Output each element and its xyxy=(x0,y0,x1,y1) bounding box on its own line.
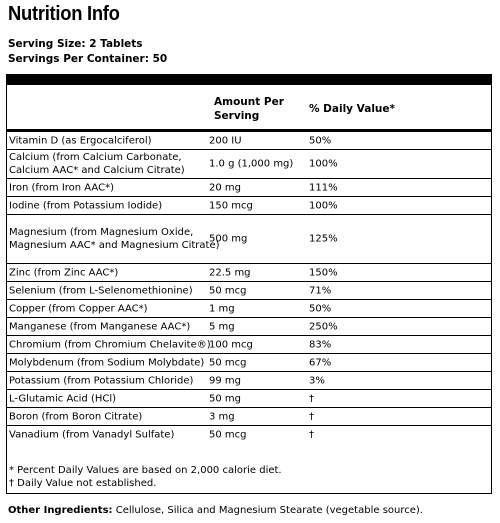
header-amount-per-serving: Amount Per Serving xyxy=(214,96,284,122)
page-title: Nutrition Info xyxy=(8,3,120,25)
footnote-percent-dv: * Percent Daily Values are based on 2,00… xyxy=(9,465,282,476)
nutrient-name: Iron (from Iron AAC*) xyxy=(9,182,114,193)
nutrient-daily-value: 111% xyxy=(309,182,338,193)
nutrient-daily-value: 125% xyxy=(309,233,338,245)
nutrient-amount: 99 mg xyxy=(209,375,241,386)
nutrient-daily-value: 50% xyxy=(309,135,332,146)
nutrient-name: Chromium (from Chromium Chelavite®) xyxy=(9,339,211,350)
nutrient-name: Molybdenum (from Sodium Molybdate) xyxy=(9,357,205,368)
nutrient-daily-value: † xyxy=(309,429,314,440)
nutrient-daily-value: 100% xyxy=(309,200,338,211)
nutrient-amount: 100 mcg xyxy=(209,339,253,350)
nutrient-daily-value: 71% xyxy=(309,285,332,296)
table-row: Potassium (from Potassium Chloride) 99 mg… xyxy=(7,372,491,390)
header-daily-value: % Daily Value* xyxy=(309,103,395,115)
nutrient-amount: 3 mg xyxy=(209,411,235,422)
serving-size: Serving Size: 2 Tablets xyxy=(8,38,143,50)
nutrient-name: Potassium (from Potassium Chloride) xyxy=(9,375,194,386)
table-row: Magnesium (from Magnesium Oxide, Magnesi… xyxy=(7,215,491,264)
nutrient-name: Calcium (from Calcium Carbonate, Calcium… xyxy=(9,152,185,176)
table-row: Boron (from Boron Citrate) 3 mg † xyxy=(7,408,491,426)
nutrient-amount: 500 mg xyxy=(209,233,248,245)
nutrient-amount: 1 mg xyxy=(209,303,235,314)
nutrient-amount: 50 mcg xyxy=(209,357,247,368)
other-ingredients: Other Ingredients: Cellulose, Silica and… xyxy=(8,505,423,516)
nutrient-name: Magnesium (from Magnesium Oxide, Magnesi… xyxy=(9,227,220,251)
nutrient-amount: 1.0 g (1,000 mg) xyxy=(209,158,294,170)
nutrient-name: Zinc (from Zinc AAC*) xyxy=(9,267,119,278)
header-rule xyxy=(7,129,491,132)
table-row: Vanadium (from Vanadyl Sulfate) 50 mcg † xyxy=(7,426,491,443)
nutrient-daily-value: 50% xyxy=(309,303,332,314)
nutrient-daily-value: 150% xyxy=(309,267,338,278)
nutrient-name: Vanadium (from Vanadyl Sulfate) xyxy=(9,429,175,440)
nutrient-amount: 200 IU xyxy=(209,135,242,146)
nutrient-amount: 5 mg xyxy=(209,321,235,332)
nutrient-name: Boron (from Boron Citrate) xyxy=(9,411,143,422)
footnotes: * Percent Daily Values are based on 2,00… xyxy=(9,464,282,490)
nutrient-amount: 50 mcg xyxy=(209,285,247,296)
other-ingredients-label: Other Ingredients: xyxy=(8,505,113,516)
nutrient-amount: 150 mcg xyxy=(209,200,253,211)
nutrient-name: Vitamin D (as Ergocalciferol) xyxy=(9,135,152,146)
nutrient-amount: 50 mg xyxy=(209,393,241,404)
nutrient-amount: 20 mg xyxy=(209,182,241,193)
table-row: Iron (from Iron AAC*) 20 mg 111% xyxy=(7,179,491,197)
nutrient-daily-value: 83% xyxy=(309,339,332,350)
table-row: Zinc (from Zinc AAC*) 22.5 mg 150% xyxy=(7,264,491,282)
nutrient-amount: 50 mcg xyxy=(209,429,247,440)
table-row: Manganese (from Manganese AAC*) 5 mg 250% xyxy=(7,318,491,336)
servings-per-container: Servings Per Container: 50 xyxy=(8,53,168,65)
nutrient-daily-value: 67% xyxy=(309,357,332,368)
nutrient-daily-value: † xyxy=(309,393,314,404)
nutrient-daily-value: 3% xyxy=(309,375,325,386)
table-row: Vitamin D (as Ergocalciferol) 200 IU 50% xyxy=(7,132,491,150)
nutrient-daily-value: † xyxy=(309,411,314,422)
nutrient-name: Selenium (from L-Selenomethionine) xyxy=(9,285,193,296)
nutrient-name: Copper (from Copper AAC*) xyxy=(9,303,148,314)
table-row: Selenium (from L-Selenomethionine) 50 mcg… xyxy=(7,282,491,300)
nutrition-table: Amount Per Serving % Daily Value* Vitami… xyxy=(6,74,492,494)
other-ingredients-text: Cellulose, Silica and Magnesium Stearate… xyxy=(112,505,423,516)
nutrient-name: Iodine (from Potassium Iodide) xyxy=(9,200,163,211)
nutrient-rows: Vitamin D (as Ergocalciferol) 200 IU 50% Ca… xyxy=(7,132,491,443)
nutrient-daily-value: 250% xyxy=(309,321,338,332)
nutrient-daily-value: 100% xyxy=(309,158,338,170)
table-row: Calcium (from Calcium Carbonate, Calcium… xyxy=(7,150,491,179)
top-rule xyxy=(7,75,491,85)
table-row: Copper (from Copper AAC*) 1 mg 50% xyxy=(7,300,491,318)
table-row: Iodine (from Potassium Iodide) 150 mcg 100… xyxy=(7,197,491,215)
table-row: Molybdenum (from Sodium Molybdate) 50 mcg… xyxy=(7,354,491,372)
footnote-not-established: † Daily Value not established. xyxy=(9,478,157,489)
table-row: Chromium (from Chromium Chelavite®) 100 m… xyxy=(7,336,491,354)
nutrient-amount: 22.5 mg xyxy=(209,267,251,278)
nutrient-name: L-Glutamic Acid (HCl) xyxy=(9,393,117,404)
table-row: L-Glutamic Acid (HCl) 50 mg † xyxy=(7,390,491,408)
nutrient-name: Manganese (from Manganese AAC*) xyxy=(9,321,191,332)
